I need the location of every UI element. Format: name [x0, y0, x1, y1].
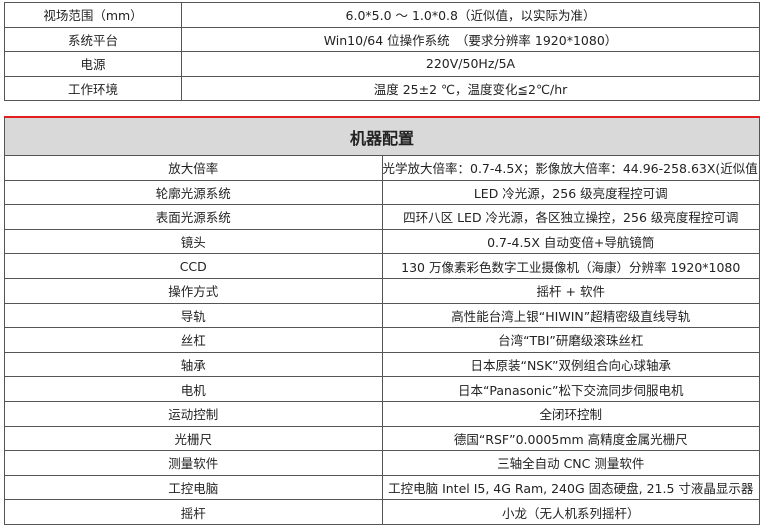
table-row: 轴承 日本原装“NSK”双例组合向心球轴承 [4, 351, 760, 378]
spec-label: 系统平台 [4, 26, 182, 52]
spec-value: 日本“Panasonic”松下交流同步伺服电机 [381, 376, 760, 402]
table-row: 系统平台 Win10/64 位操作系统 （要求分辨率 1920*1080） [4, 26, 760, 52]
spec-value: 6.0*5.0 ～ 1.0*0.8（近似值，以实际为准） [181, 2, 760, 28]
spec-label: 摇杆 [4, 499, 383, 525]
spec-label: 操作方式 [4, 277, 383, 304]
table-row: 表面光源系统 四环八区 LED 冷光源，各区独立操控，256 级亮度程控可调 [4, 204, 760, 230]
table-row: 测量软件 三轴全自动 CNC 测量软件 [4, 450, 760, 476]
table-row: 操作方式 摇杆 + 软件 [4, 277, 760, 304]
table-row: 电源 220V/50Hz/5A [4, 51, 760, 77]
spec-label: 镜头 [4, 228, 383, 255]
spec-value: 摇杆 + 软件 [381, 277, 760, 304]
spec-label: 电机 [4, 376, 383, 402]
table-row: 放大倍率 光学放大倍率：0.7-4.5X；影像放大倍率：44.96-258.63X… [4, 155, 760, 181]
config-header-row: 机器配置 [4, 116, 760, 156]
environment-spec-table: 视场范围（mm） 6.0*5.0 ～ 1.0*0.8（近似值，以实际为准） 系统平台… [4, 2, 760, 101]
table-row: 工控电脑 工控电脑 Intel I5, 4G Ram, 240G 固态硬盘, 21… [4, 474, 760, 501]
spec-value: 小龙（无人机系列摇杆） [381, 499, 760, 525]
spec-label: 丝杠 [4, 327, 383, 353]
spec-value: Win10/64 位操作系统 （要求分辨率 1920*1080） [181, 26, 760, 52]
table-row: 运动控制 全闭环控制 [4, 400, 760, 427]
table-row: 摇杆 小龙（无人机系列摇杆） [4, 499, 760, 525]
spec-label: 运动控制 [4, 400, 383, 427]
spec-label: 轮廓光源系统 [4, 179, 383, 206]
config-title: 机器配置 [4, 116, 760, 156]
spec-value: 0.7-4.5X 自动变倍+导航镜筒 [381, 228, 760, 255]
spec-value: 130 万像素彩色数字工业摄像机（海康）分辨率 1920*1080 [381, 253, 760, 279]
spec-label: 光栅尺 [4, 425, 383, 452]
machine-config-table: 机器配置 放大倍率 光学放大倍率：0.7-4.5X；影像放大倍率：44.96-25… [4, 116, 760, 525]
spec-value: 日本原装“NSK”双例组合向心球轴承 [381, 351, 760, 378]
table-row: 镜头 0.7-4.5X 自动变倍+导航镜筒 [4, 228, 760, 255]
table-row: CCD 130 万像素彩色数字工业摄像机（海康）分辨率 1920*1080 [4, 253, 760, 279]
spec-label: CCD [4, 253, 383, 279]
table-row: 导轨 高性能台湾上银“HIWIN”超精密级直线导轨 [4, 302, 760, 329]
spec-value: 三轴全自动 CNC 测量软件 [381, 450, 760, 476]
spec-value: 高性能台湾上银“HIWIN”超精密级直线导轨 [381, 302, 760, 329]
spec-value: 220V/50Hz/5A [181, 51, 760, 77]
spec-value: 温度 25±2 ℃，温度变化≦2℃/hr [181, 75, 760, 101]
spec-label: 导轨 [4, 302, 383, 329]
table-row: 电机 日本“Panasonic”松下交流同步伺服电机 [4, 376, 760, 402]
spec-label: 测量软件 [4, 450, 383, 476]
table-row: 轮廓光源系统 LED 冷光源，256 级亮度程控可调 [4, 179, 760, 206]
spec-label: 视场范围（mm） [4, 2, 182, 28]
spec-value: 工控电脑 Intel I5, 4G Ram, 240G 固态硬盘, 21.5 寸… [381, 474, 760, 501]
table-row: 视场范围（mm） 6.0*5.0 ～ 1.0*0.8（近似值，以实际为准） [4, 2, 760, 28]
spec-label: 工控电脑 [4, 474, 383, 501]
spec-label: 电源 [4, 51, 182, 77]
spec-value: 台湾“TBI”研磨级滚珠丝杠 [381, 327, 760, 353]
spec-value: LED 冷光源，256 级亮度程控可调 [381, 179, 760, 206]
spec-label: 表面光源系统 [4, 204, 383, 230]
spec-label: 工作环境 [4, 75, 182, 101]
spec-label: 放大倍率 [4, 155, 383, 181]
table-row: 光栅尺 德国“RSF”0.0005mm 高精度金属光栅尺 [4, 425, 760, 452]
spec-label: 轴承 [4, 351, 383, 378]
table-row: 工作环境 温度 25±2 ℃，温度变化≦2℃/hr [4, 75, 760, 101]
spec-value: 全闭环控制 [381, 400, 760, 427]
table-row: 丝杠 台湾“TBI”研磨级滚珠丝杠 [4, 327, 760, 353]
spec-value: 光学放大倍率：0.7-4.5X；影像放大倍率：44.96-258.63X(近似值… [381, 155, 760, 181]
spec-value: 四环八区 LED 冷光源，各区独立操控，256 级亮度程控可调 [381, 204, 760, 230]
spec-value: 德国“RSF”0.0005mm 高精度金属光栅尺 [381, 425, 760, 452]
